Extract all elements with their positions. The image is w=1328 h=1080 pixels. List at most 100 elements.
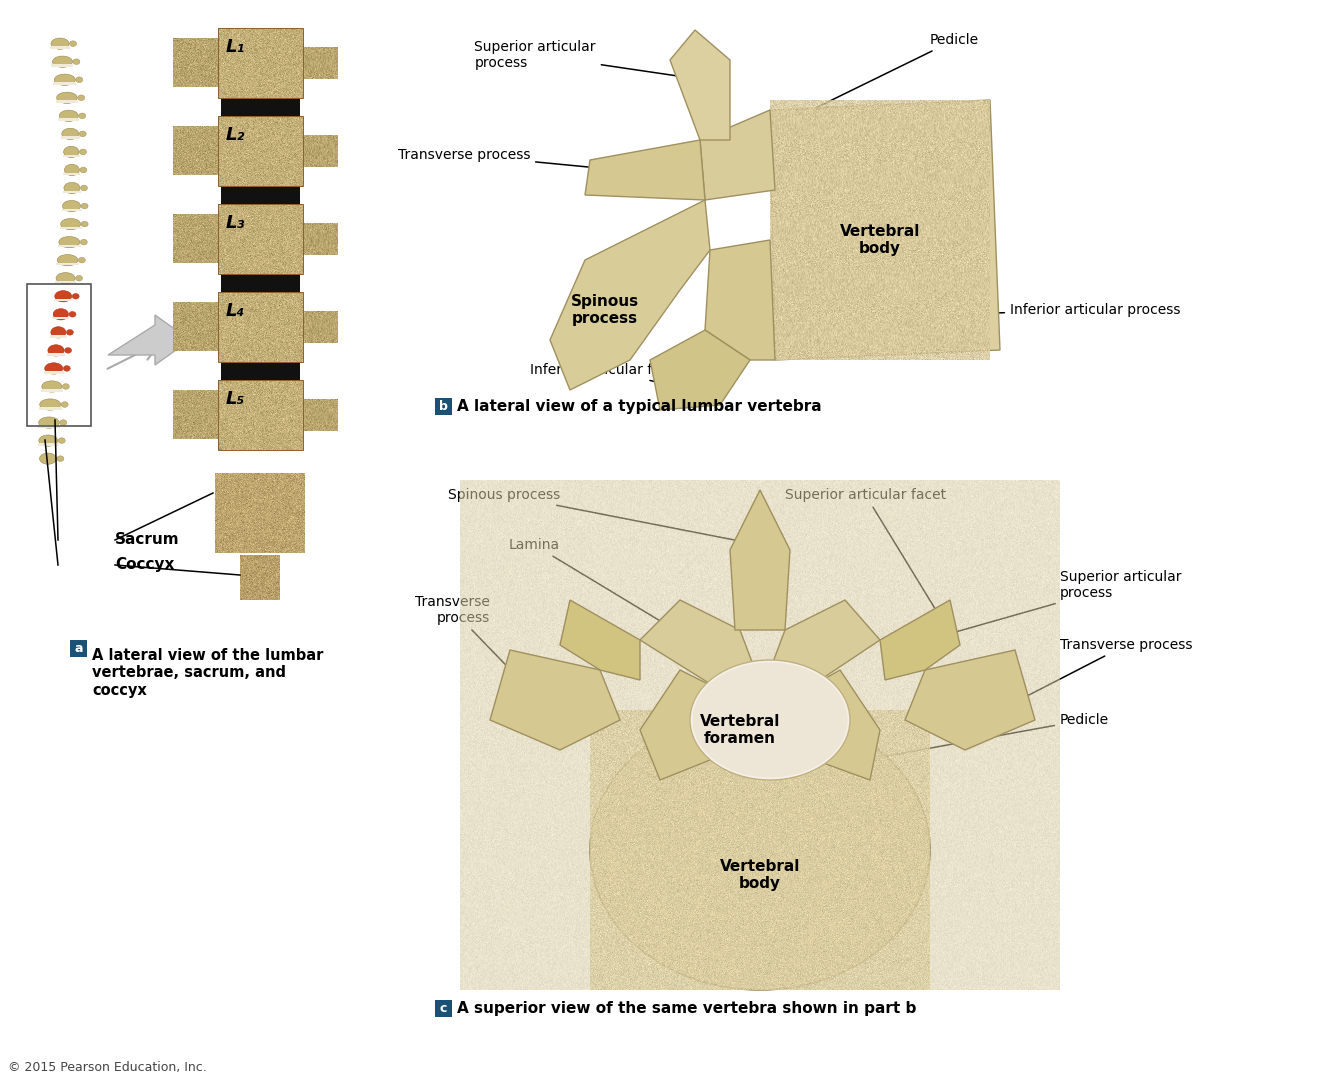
Bar [218,380,303,450]
Ellipse shape [54,75,76,85]
Ellipse shape [76,275,82,281]
Ellipse shape [64,366,70,372]
Text: Pedicle: Pedicle [867,713,1109,759]
Ellipse shape [80,167,86,173]
Bar [54,281,76,283]
Ellipse shape [48,345,64,356]
Ellipse shape [62,201,81,212]
Text: A lateral view of the lumbar
vertebrae, sacrum, and
coccyx: A lateral view of the lumbar vertebrae, … [92,648,324,698]
Ellipse shape [50,327,66,338]
Polygon shape [805,670,880,780]
Ellipse shape [78,95,85,100]
Bar [220,274,300,292]
Ellipse shape [691,660,850,780]
Ellipse shape [78,257,85,262]
Text: A superior view of the same vertebra shown in part b: A superior view of the same vertebra sho… [457,1001,916,1016]
Polygon shape [586,140,705,200]
Ellipse shape [78,113,86,119]
Polygon shape [730,490,790,630]
Text: L₂: L₂ [226,126,244,144]
Text: Vertebral
body: Vertebral body [839,224,920,256]
Ellipse shape [64,146,78,158]
Ellipse shape [64,183,80,193]
Polygon shape [770,600,880,690]
Bar [218,28,303,98]
Ellipse shape [54,291,72,302]
Ellipse shape [692,662,847,778]
Ellipse shape [57,255,78,266]
Bar [60,227,81,229]
Bar [41,389,62,392]
Ellipse shape [80,149,86,154]
Bar [220,98,300,116]
Bar [58,119,80,121]
Text: L₃: L₃ [226,214,244,232]
Bar [46,353,65,355]
Bar [54,299,73,301]
Text: Transverse process: Transverse process [397,148,637,172]
Bar [52,316,69,320]
Text: © 2015 Pearson Education, Inc.: © 2015 Pearson Education, Inc. [8,1062,207,1075]
Text: b: b [440,400,448,413]
Ellipse shape [41,381,62,392]
Ellipse shape [53,56,73,67]
Bar [62,154,80,157]
Text: Superior articular
process: Superior articular process [474,40,703,80]
Ellipse shape [64,164,80,176]
Bar [62,190,81,193]
Ellipse shape [76,77,82,82]
Text: Vertebral
foramen: Vertebral foramen [700,714,780,746]
Ellipse shape [69,41,77,46]
Polygon shape [550,200,710,390]
Text: c: c [440,1002,448,1015]
Ellipse shape [81,221,88,227]
Text: Sacrum: Sacrum [116,532,179,548]
Bar [218,116,303,186]
Ellipse shape [65,348,72,353]
Text: Superior articular facet: Superior articular facet [785,488,946,623]
Ellipse shape [45,363,62,374]
Bar [50,335,66,338]
Ellipse shape [57,92,77,104]
Bar [220,362,300,380]
Polygon shape [108,315,190,365]
Text: Transverse process: Transverse process [992,638,1193,714]
Text: A lateral view of a typical lumbar vertebra: A lateral view of a typical lumbar verte… [457,399,822,414]
Ellipse shape [50,38,69,50]
Text: Spinous process: Spinous process [448,488,757,544]
Bar [61,136,80,139]
Ellipse shape [62,129,78,139]
Bar [70,640,88,657]
Bar [436,1000,452,1017]
Text: Lamina: Lamina [509,538,697,644]
Bar [52,65,73,67]
Ellipse shape [72,294,80,299]
Bar [56,262,78,266]
Bar [53,82,76,85]
Text: Spinous
process: Spinous process [571,294,639,326]
Text: L₁: L₁ [226,38,244,56]
Bar [37,443,58,446]
Polygon shape [640,600,756,690]
Ellipse shape [62,383,69,389]
Text: L₅: L₅ [226,390,244,408]
Polygon shape [490,650,620,750]
Ellipse shape [53,309,69,320]
Ellipse shape [80,131,86,137]
Polygon shape [705,240,776,360]
Ellipse shape [58,437,65,444]
Ellipse shape [81,185,88,191]
Bar [218,292,303,362]
Ellipse shape [80,240,88,245]
Ellipse shape [73,59,80,65]
Bar [56,100,78,103]
Polygon shape [649,330,750,410]
Ellipse shape [60,110,78,121]
Ellipse shape [61,218,81,230]
Bar [61,208,81,212]
Polygon shape [671,30,730,140]
Bar [50,46,70,49]
Ellipse shape [40,453,56,464]
Bar [218,204,303,274]
Bar [58,245,81,247]
